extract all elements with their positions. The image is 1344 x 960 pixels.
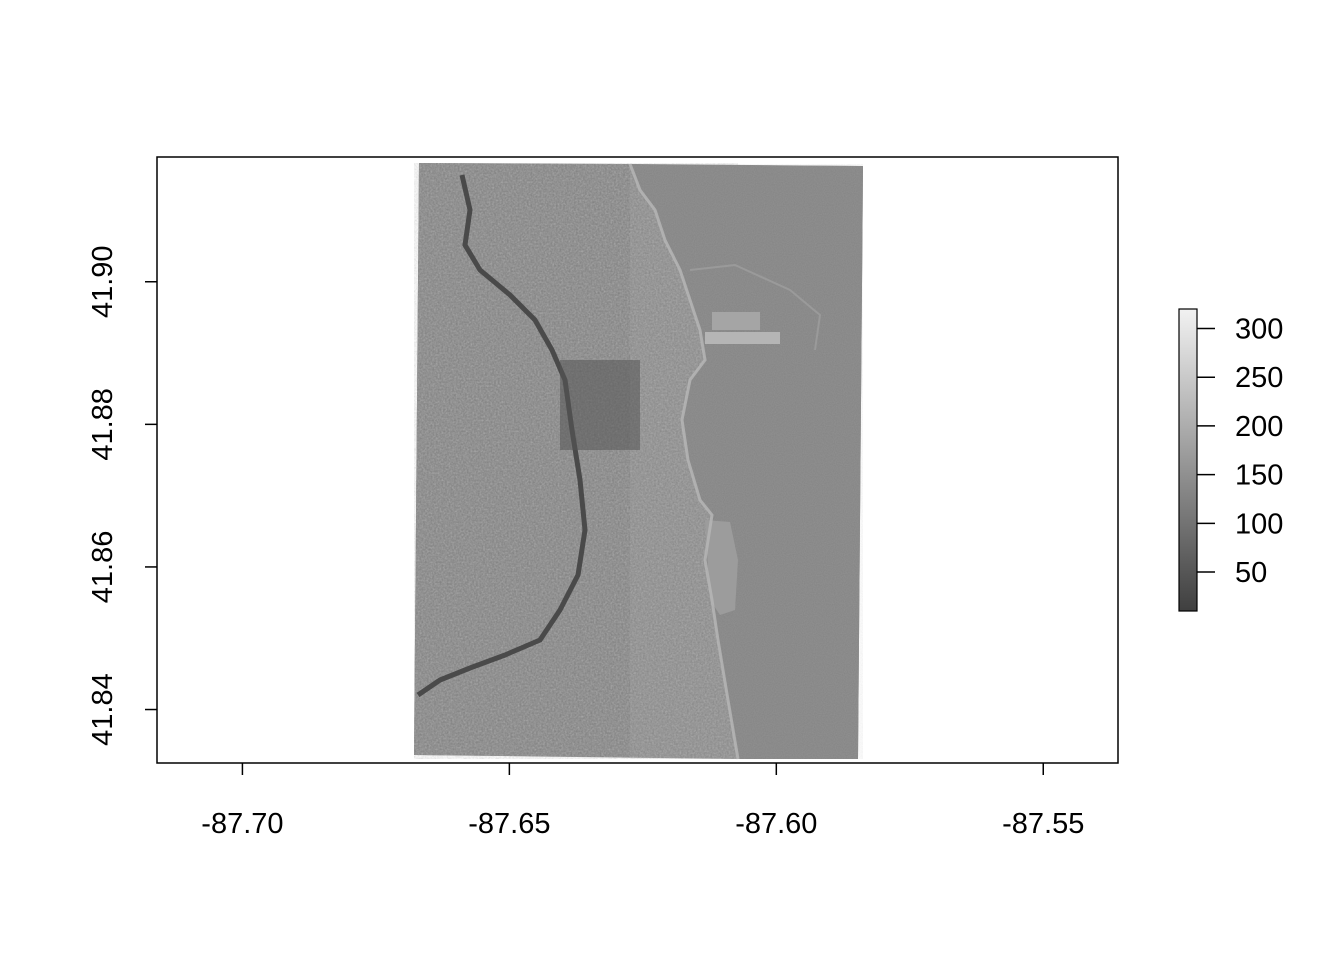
y-tick-label: 41.88: [87, 388, 119, 461]
legend-tick-label: 250: [1235, 362, 1283, 394]
lakefront-peninsula: [705, 520, 738, 615]
x-axis: -87.70 -87.65 -87.60 -87.55: [201, 763, 1084, 840]
downtown-block: [560, 360, 640, 450]
y-axis: 41.84 41.86 41.88 41.90: [87, 245, 157, 746]
breakwater: [689, 263, 822, 351]
x-tick-label: -87.55: [1002, 808, 1084, 840]
y-tick-label: 41.90: [87, 245, 119, 318]
x-tick-label: -87.60: [735, 808, 817, 840]
legend-tick-label: 50: [1235, 557, 1267, 589]
navy-pier: [705, 332, 780, 344]
plot-frame: [156, 156, 1119, 764]
color-legend: 50 100 150 200 250 300: [1178, 308, 1283, 612]
legend-tick-label: 100: [1235, 508, 1283, 540]
x-tick-label: -87.65: [468, 808, 550, 840]
aerial-raster: [414, 163, 863, 760]
river: [416, 174, 588, 698]
legend-tick-label: 300: [1235, 313, 1283, 345]
x-tick-label: -87.70: [201, 808, 283, 840]
legend-ticks: 50 100 150 200 250 300: [1197, 313, 1283, 589]
legend-tick-label: 200: [1235, 411, 1283, 443]
y-tick-label: 41.86: [87, 531, 119, 604]
legend-colorbar: [1178, 308, 1198, 612]
legend-tick-label: 150: [1235, 460, 1283, 492]
y-tick-label: 41.84: [87, 673, 119, 746]
